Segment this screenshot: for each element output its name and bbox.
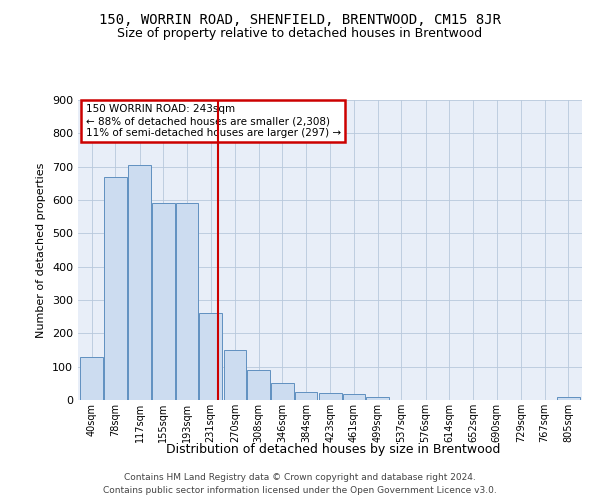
Bar [295, 392, 317, 400]
Bar [271, 384, 293, 400]
Text: Size of property relative to detached houses in Brentwood: Size of property relative to detached ho… [118, 28, 482, 40]
Bar [104, 176, 127, 400]
Bar [152, 204, 175, 400]
Bar [367, 396, 389, 400]
Bar [176, 204, 198, 400]
Bar [247, 370, 270, 400]
Bar [557, 398, 580, 400]
Bar [199, 314, 222, 400]
Bar [343, 394, 365, 400]
Bar [128, 165, 151, 400]
Bar [319, 394, 341, 400]
Bar [224, 350, 246, 400]
Y-axis label: Number of detached properties: Number of detached properties [37, 162, 46, 338]
Text: 150 WORRIN ROAD: 243sqm
← 88% of detached houses are smaller (2,308)
11% of semi: 150 WORRIN ROAD: 243sqm ← 88% of detache… [86, 104, 341, 138]
Text: Contains HM Land Registry data © Crown copyright and database right 2024.
Contai: Contains HM Land Registry data © Crown c… [103, 474, 497, 495]
Text: 150, WORRIN ROAD, SHENFIELD, BRENTWOOD, CM15 8JR: 150, WORRIN ROAD, SHENFIELD, BRENTWOOD, … [99, 12, 501, 26]
Bar [80, 356, 103, 400]
Text: Distribution of detached houses by size in Brentwood: Distribution of detached houses by size … [166, 442, 500, 456]
